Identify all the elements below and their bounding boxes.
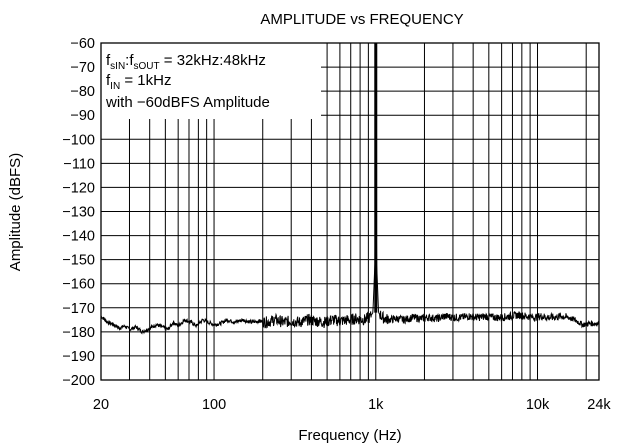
y-tick-label: −170 [62,301,95,317]
y-tick-label: −90 [70,108,95,124]
annotation-sub-in: IN [110,81,120,92]
y-tick-label: −190 [62,349,95,365]
annotation-freq-text: = 1kHz [120,72,171,89]
annotation-sub-sin: sIN [110,61,125,72]
annotation-box [101,43,321,119]
annotation-f: f [106,72,111,89]
y-tick-label: −120 [62,180,95,196]
plot-grid [101,42,599,381]
annotation-sub-sout: sOUT [134,61,160,72]
annotation-f: f [106,52,111,69]
x-tick-label: 100 [202,397,226,413]
y-tick-label: −150 [62,253,95,269]
y-tick-labels: −60 −70 −80 −90 −100 −110 −120 −130 −140 −150 −160… [62,36,95,389]
y-tick-label: −130 [62,205,95,221]
y-axis-label: Amplitude (dBFS) [7,153,24,271]
annotation-colon-f: :f [125,52,134,69]
x-tick-label: 10k [526,397,550,413]
plot-frame [100,42,600,381]
noise-floor-line [100,93,600,335]
x-axis-label: Frequency (Hz) [298,427,401,444]
annotation-line-2: fIN = 1kHz [106,72,171,92]
y-tick-label: −200 [62,373,95,389]
x-tick-label: 1k [368,397,384,413]
annotation-rate-text: = 32kHz:48kHz [160,52,266,69]
chart-title: AMPLITUDE vs FREQUENCY [260,11,463,28]
x-tick-labels: 20 100 1k 10k 24k [93,397,612,413]
y-tick-label: −140 [62,229,95,245]
x-tick-label: 20 [93,397,109,413]
annotation-line-1: fsIN:fsOUT = 32kHz:48kHz [106,52,266,72]
y-tick-label: −80 [70,84,95,100]
y-tick-label: −70 [70,60,95,76]
annotation: fsIN:fsOUT = 32kHz:48kHz fIN = 1kHz with… [105,52,270,111]
annotation-line-3: with −60dBFS Amplitude [105,94,270,111]
x-tick-label: 24k [587,397,611,413]
y-tick-label: −60 [70,36,95,52]
y-tick-label: −100 [62,132,95,148]
y-tick-label: −110 [63,156,95,172]
series-group [100,43,600,335]
y-tick-label: −160 [62,277,95,293]
y-tick-label: −180 [62,325,95,341]
